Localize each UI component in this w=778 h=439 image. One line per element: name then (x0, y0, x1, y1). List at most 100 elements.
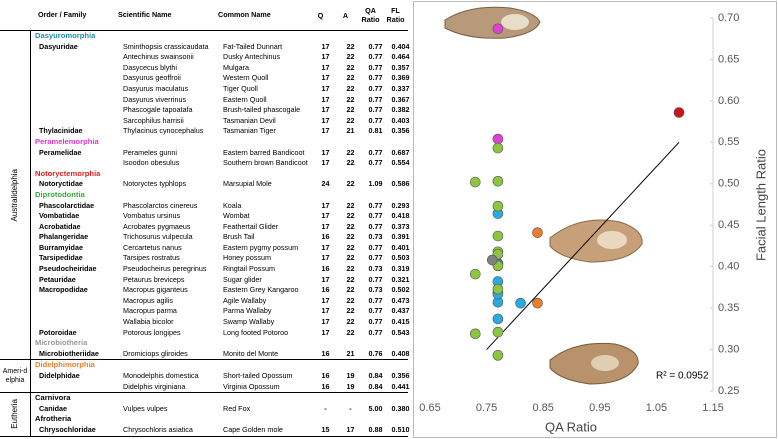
point (492, 283, 504, 295)
cell-fl: 0.373 (391, 221, 410, 231)
cell-scientific: Wallabia bicolor (123, 317, 174, 327)
group-body: Dasyuromorphia Dasyuridae Sminthopsis cras… (31, 31, 413, 359)
cell-scientific: Macropus agilis (123, 295, 173, 305)
species-row: Microbiotheriidae Dromiciops gliroides Mon… (35, 349, 413, 360)
cell-q: 17 (321, 105, 330, 115)
cell-q: 17 (321, 274, 330, 284)
y-tick-label: 0.40 (718, 261, 739, 273)
cell-q: 17 (321, 221, 330, 231)
order-row: Dasyuromorphia (35, 31, 413, 42)
x-tick-label: 0.85 (532, 402, 553, 414)
cell-q: 17 (321, 253, 330, 263)
species-row: Canidae Vulpes vulpes Red Fox - - 5.00 0.380 (35, 404, 413, 415)
cell-common: Swamp Wallaby (223, 317, 275, 327)
cell-qa: 0.77 (368, 41, 383, 51)
order-row: Carnivora (35, 393, 413, 404)
cell-fl: 0.367 (391, 94, 410, 104)
species-row: Tarsipedidae Tarsipes rostratus Honey poss… (35, 253, 413, 264)
point (492, 175, 504, 187)
cell-common: Dusky Antechinus (223, 52, 281, 62)
cell-common: Agile Wallaby (223, 295, 267, 305)
species-row: Phalangeridae Trichosurus vulpecula Brush … (35, 232, 413, 243)
order-name: Dasyuromorphia (35, 31, 96, 40)
cell-q: 17 (321, 73, 330, 83)
cell-common: Honey possum (223, 253, 271, 263)
cell-scientific: Tarsipes rostratus (123, 253, 180, 263)
point (492, 133, 504, 145)
header-cell: Q (317, 10, 324, 20)
header-cell: FL Ratio (386, 6, 405, 24)
cell-family: Petauridae (39, 274, 76, 284)
cell-qa: 0.84 (368, 371, 383, 380)
cell-fl: 0.337 (391, 83, 410, 93)
cell-fl: 0.357 (391, 62, 410, 72)
point (492, 326, 504, 338)
cell-scientific: Phascolarctos cinereus (123, 200, 198, 210)
order-name: Afrotheria (35, 414, 72, 424)
cell-fl: 0.554 (391, 158, 410, 168)
point (486, 254, 498, 266)
point (515, 297, 526, 309)
cell-q: 17 (321, 94, 330, 104)
cell-q: 17 (321, 147, 330, 157)
cell-fl: 0.401 (391, 242, 410, 252)
cell-fl: 0.403 (391, 115, 410, 125)
cell-q: 16 (321, 348, 330, 358)
cell-q: 17 (321, 41, 330, 51)
species-row: Potoroidae Potorous longipes Long footed P… (35, 328, 413, 339)
cell-scientific: Vombatus ursinus (123, 211, 181, 221)
cell-qa: 0.77 (368, 73, 383, 83)
cell-qa: 0.77 (368, 52, 383, 62)
x-tick-label: 1.05 (646, 402, 667, 414)
cell-scientific: Sarcophilus harrisii (123, 115, 184, 125)
cell-q: 16 (321, 232, 330, 242)
order-row: Microbiotheria (35, 338, 413, 349)
cell-q: 15 (321, 424, 330, 434)
cell-fl: 0.380 (391, 403, 410, 413)
cell-family: Notoryctidae (39, 179, 83, 189)
point (492, 200, 504, 212)
cell-fl: 0.586 (391, 179, 410, 189)
species-row: Dasycecus blythi Mulgara 17 22 0.77 0.357 (35, 63, 413, 74)
cell-common: Brush-tailed phascogale (223, 105, 301, 115)
cell-q: 24 (321, 179, 330, 189)
cell-common: Virginia Opossum (223, 381, 280, 391)
cell-q: 17 (321, 52, 330, 62)
cell-family: Phascolarctidae (39, 200, 95, 210)
species-row: Antechinus swainsonii Dusky Antechinus 17 2… (35, 52, 413, 63)
species-row: Macropus agilis Agile Wallaby 17 22 0.77 0.47… (35, 296, 413, 307)
cell-qa: 0.77 (368, 211, 383, 221)
group-cell: Eutheria (0, 393, 31, 436)
cell-qa: 0.73 (368, 232, 383, 242)
cell-q: 16 (321, 285, 330, 295)
cell-a: 22 (346, 52, 355, 62)
species-row: Dasyuridae Sminthopsis crassicaudata Fat-T… (35, 42, 413, 53)
cell-common: Eastern Grey Kangaroo (223, 285, 299, 295)
header-cell: Scientific Name (118, 9, 172, 19)
cell-fl: 0.687 (391, 147, 410, 157)
header-cell: A (342, 10, 349, 20)
cell-common: Tasmanian Devil (223, 115, 276, 125)
cell-common: Feathertail Glider (223, 221, 279, 231)
species-row: Phascolarctidae Phascolarctos cinereus Koa… (35, 201, 413, 212)
cell-qa: 0.73 (368, 264, 383, 274)
cell-scientific: Dasyurus maculatus (123, 83, 189, 93)
cell-a: 22 (346, 274, 355, 284)
cell-fl: 0.437 (391, 306, 410, 316)
cell-fl: 0.510 (391, 424, 410, 434)
cell-q: 17 (321, 200, 330, 210)
cell-fl: 0.319 (391, 264, 410, 274)
cell-scientific: Petaurus breviceps (123, 274, 185, 284)
group-body: Didelphimorphia Didelphidae Monodelphis do… (31, 360, 413, 392)
skull-image (444, 6, 541, 39)
cell-scientific: Didelphis virginiana (123, 381, 186, 391)
cell-fl: 0.418 (391, 211, 410, 221)
cell-a: - (349, 403, 352, 413)
cell-family: Canidae (39, 403, 67, 413)
cell-common: Koala (223, 200, 242, 210)
cell-fl: 0.382 (391, 105, 410, 115)
cell-fl: 0.408 (391, 348, 410, 358)
cell-qa: 0.77 (368, 200, 383, 210)
point (469, 328, 481, 340)
